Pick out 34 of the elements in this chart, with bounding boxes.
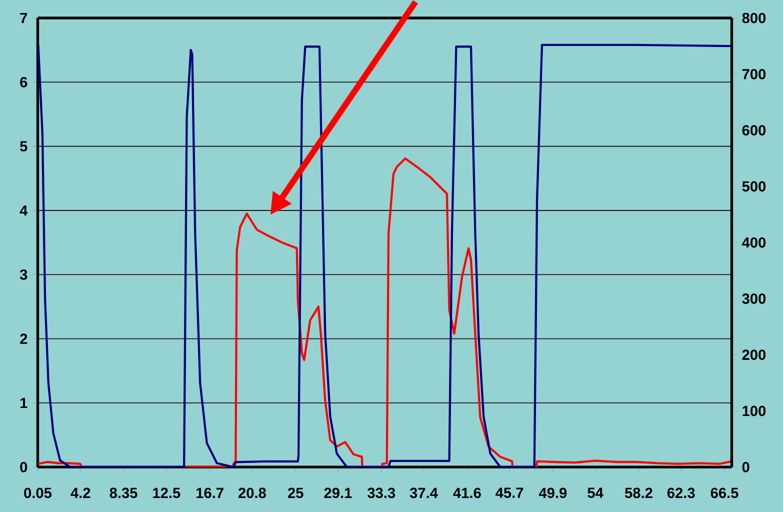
y2-tick-label: 0	[742, 462, 750, 472]
x-tick-label: 20.8	[238, 488, 266, 498]
x-tick-label: 62.3	[667, 488, 695, 498]
x-tick-label: 33.3	[367, 488, 396, 498]
x-tick-label: 4.2	[70, 488, 90, 498]
y2-tick-label: 300	[742, 293, 766, 304]
y2-tick-label: 800	[742, 12, 766, 24]
x-tick-label: 25	[288, 488, 304, 498]
y-tick-label: 1	[20, 398, 28, 408]
y2-tick-label: 400	[742, 237, 766, 248]
x-tick-label: 49.9	[538, 488, 567, 498]
y-tick-label: 7	[20, 12, 28, 24]
x-tick-label: 41.6	[453, 488, 481, 498]
x-tick-label: 58.2	[624, 488, 652, 498]
y-tick-label: 3	[20, 269, 28, 280]
y-tick-label: 5	[20, 141, 28, 152]
x-tick-label: 8.35	[110, 488, 138, 498]
x-tick-label: 37.4	[410, 488, 438, 498]
y2-tick-label: 700	[742, 68, 766, 80]
x-tick-label: 12.5	[153, 488, 180, 498]
y2-tick-label: 100	[742, 406, 766, 416]
y-tick-label: 2	[20, 334, 28, 344]
y2-tick-label: 500	[742, 181, 766, 192]
x-tick-label: 16.7	[196, 488, 224, 498]
y2-tick-label: 200	[742, 350, 766, 360]
y-tick-label: 6	[20, 76, 28, 88]
x-tick-label: 45.7	[496, 488, 524, 498]
y2-tick-label: 600	[742, 125, 766, 136]
x-tick-label: 66.5	[710, 488, 738, 498]
x-tick-label: 54	[588, 488, 604, 498]
y-tick-label: 4	[20, 205, 28, 216]
x-tick-label: 29.1	[324, 488, 352, 498]
x-tick-label: 0.05	[24, 488, 52, 498]
y-tick-label: 0	[20, 462, 28, 472]
